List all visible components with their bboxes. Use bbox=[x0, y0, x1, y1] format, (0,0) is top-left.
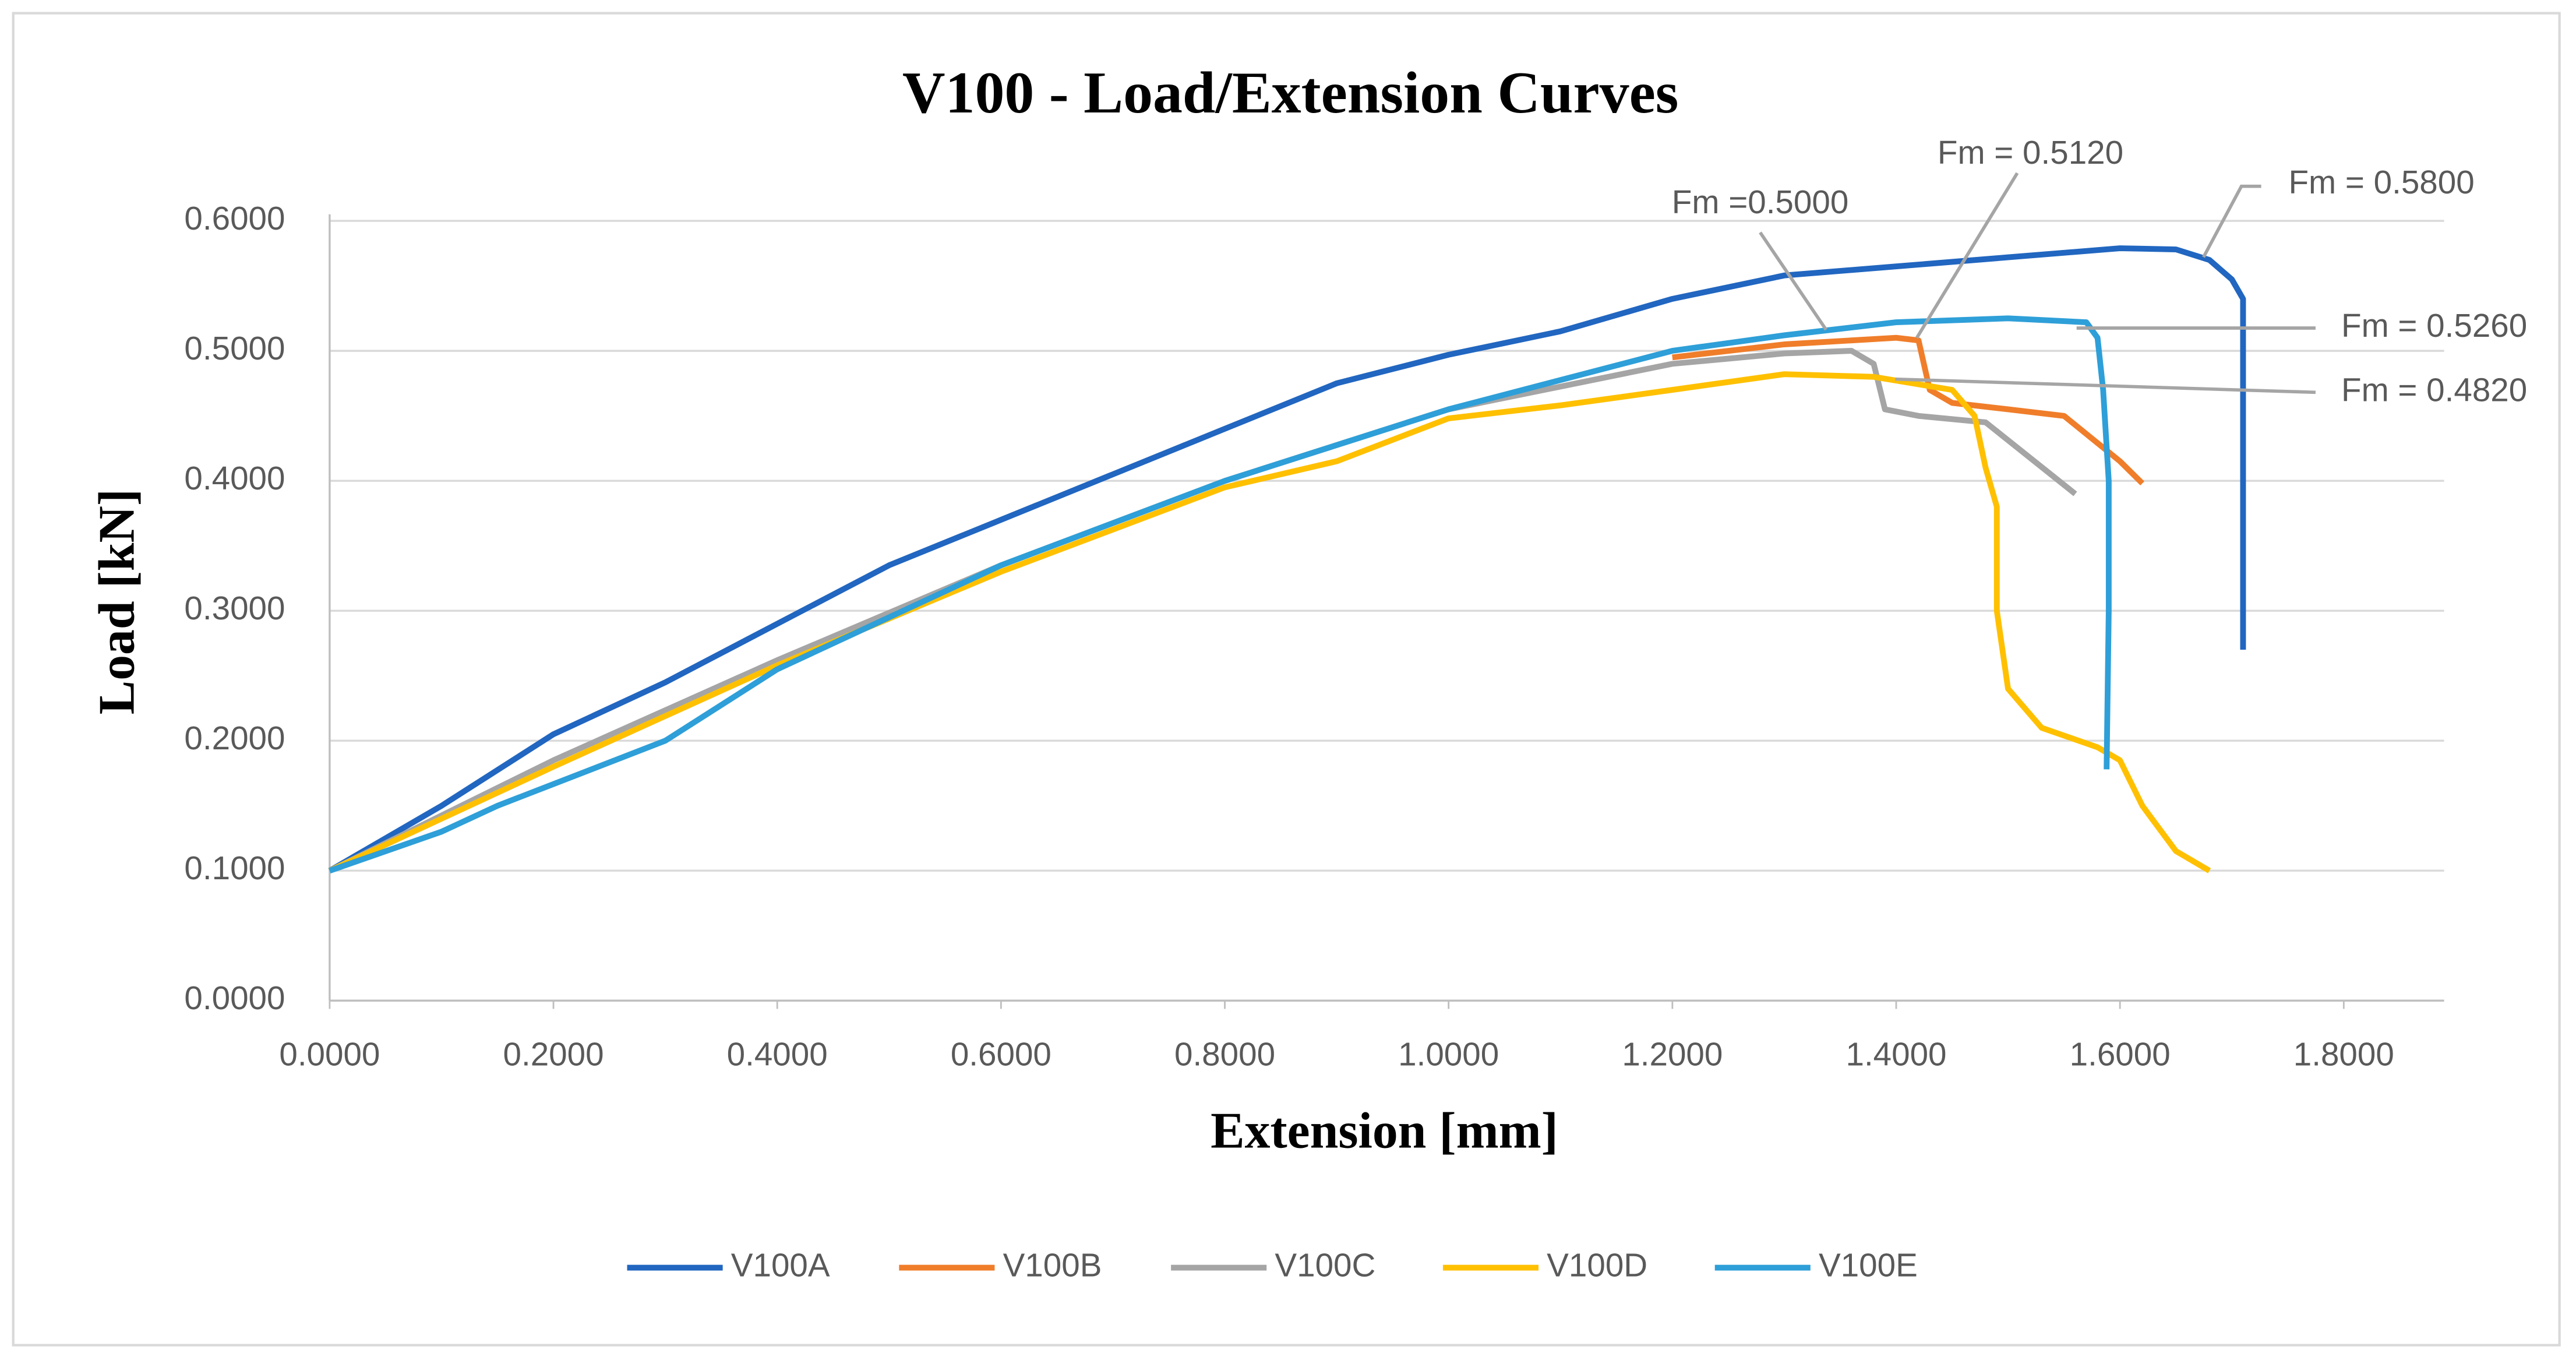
annotation-leader bbox=[1759, 231, 1828, 331]
legend-label: V100A bbox=[731, 1247, 830, 1284]
x-axis-title: Extension [mm] bbox=[1211, 1102, 1558, 1158]
y-tick-label: 0.1000 bbox=[184, 850, 285, 886]
legend-label: V100D bbox=[1547, 1247, 1647, 1284]
annotation: Fm = 0.5120 bbox=[1938, 134, 2123, 171]
y-tick-label: 0.3000 bbox=[184, 590, 285, 626]
x-tick-label: 1.4000 bbox=[1845, 1035, 1946, 1072]
y-axis-title: Load [kN] bbox=[89, 489, 145, 714]
chart-border bbox=[12, 12, 2561, 1347]
x-tick-label: 0.6000 bbox=[951, 1035, 1051, 1072]
x-tick-label: 0.4000 bbox=[727, 1035, 828, 1072]
series-line bbox=[328, 245, 2246, 873]
series-line bbox=[329, 315, 2112, 874]
annotation-leader bbox=[2202, 184, 2261, 258]
legend-label: V100B bbox=[1003, 1247, 1102, 1284]
x-tick-label: 0.0000 bbox=[279, 1035, 380, 1072]
legend-label: V100C bbox=[1275, 1247, 1375, 1284]
x-tick-label: 1.8000 bbox=[2293, 1035, 2394, 1072]
annotation-leader bbox=[1895, 377, 2316, 394]
chart-title: V100 - Load/Extension Curves bbox=[902, 60, 1678, 126]
legend-label: V100E bbox=[1819, 1247, 1918, 1284]
series-line bbox=[328, 348, 2077, 873]
x-tick-label: 1.6000 bbox=[2070, 1035, 2171, 1072]
y-tick-label: 0.4000 bbox=[184, 460, 285, 496]
x-tick-label: 1.2000 bbox=[1622, 1035, 1723, 1072]
y-tick-label: 0.0000 bbox=[184, 980, 285, 1016]
y-tick-label: 0.6000 bbox=[184, 200, 285, 237]
series-line bbox=[328, 371, 2211, 873]
annotation: Fm = 0.5260 bbox=[2341, 307, 2527, 344]
annotation: Fm = 0.4820 bbox=[2341, 371, 2527, 408]
x-tick-label: 0.8000 bbox=[1174, 1035, 1275, 1072]
annotation-leader bbox=[1915, 172, 2019, 339]
y-tick-label: 0.5000 bbox=[184, 330, 285, 367]
annotation: Fm = 0.5800 bbox=[2288, 164, 2474, 200]
x-tick-label: 0.2000 bbox=[503, 1035, 604, 1072]
series-line bbox=[1672, 334, 2145, 486]
x-tick-label: 1.0000 bbox=[1398, 1035, 1499, 1072]
y-tick-label: 0.2000 bbox=[184, 720, 285, 756]
annotation: Fm =0.5000 bbox=[1672, 184, 1849, 220]
